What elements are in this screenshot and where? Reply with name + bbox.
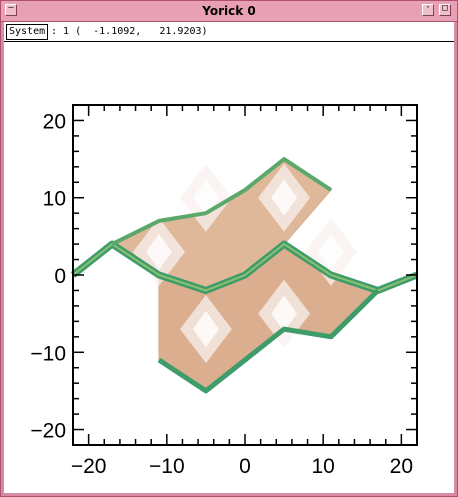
window-title: Yorick 0 <box>202 4 256 18</box>
x-tick-label: −10 <box>149 455 185 478</box>
y-tick-label: −20 <box>30 420 66 443</box>
minimize-icon: · <box>425 3 431 13</box>
surface-highlight-core <box>192 311 219 348</box>
axis-ticks <box>72 104 418 446</box>
plot-area[interactable]: −20 −10 0 10 20 −20 −10 0 10 20 <box>4 42 454 492</box>
system-label: System <box>6 24 49 40</box>
y-tick-label: 10 <box>43 188 66 211</box>
x-tick-label: 20 <box>390 455 413 478</box>
client-area: System : 1 ( -1.1092, 21.9203) −20 −10 0 10… <box>4 22 454 493</box>
surface-plot <box>70 157 419 394</box>
window-menu-icon: – <box>8 3 14 13</box>
tick-labels: −20 −10 0 10 20 −20 −10 0 10 20 <box>30 110 413 478</box>
surface-highlight-core <box>271 179 298 216</box>
x-tick-label: 0 <box>239 455 251 478</box>
y-tick-label: −10 <box>30 342 66 365</box>
surface-highlight-core <box>271 295 298 332</box>
surface-top-edge <box>111 157 333 246</box>
maximize-icon: □ <box>442 3 448 13</box>
surface-front-edge-highlight <box>72 242 418 292</box>
surface-highlight-core <box>192 179 219 216</box>
window-menu-button[interactable]: – <box>5 3 17 16</box>
status-bar: System : 1 ( -1.1092, 21.9203) <box>4 22 454 42</box>
x-tick-label: 10 <box>312 455 335 478</box>
title-bar[interactable]: – Yorick 0 · □ <box>1 1 457 22</box>
y-tick-label: 0 <box>54 265 66 288</box>
maximize-button[interactable]: □ <box>439 3 451 16</box>
surface-highlight-core <box>146 233 172 270</box>
minimize-button[interactable]: · <box>422 3 434 16</box>
x-tick-label: −20 <box>71 455 107 478</box>
surface-bottom-edge <box>157 288 380 394</box>
y-tick-label: 20 <box>43 110 66 133</box>
coordinate-readout: : 1 ( -1.1092, 21.9203) <box>51 26 208 37</box>
surface-highlight-core <box>318 233 344 270</box>
